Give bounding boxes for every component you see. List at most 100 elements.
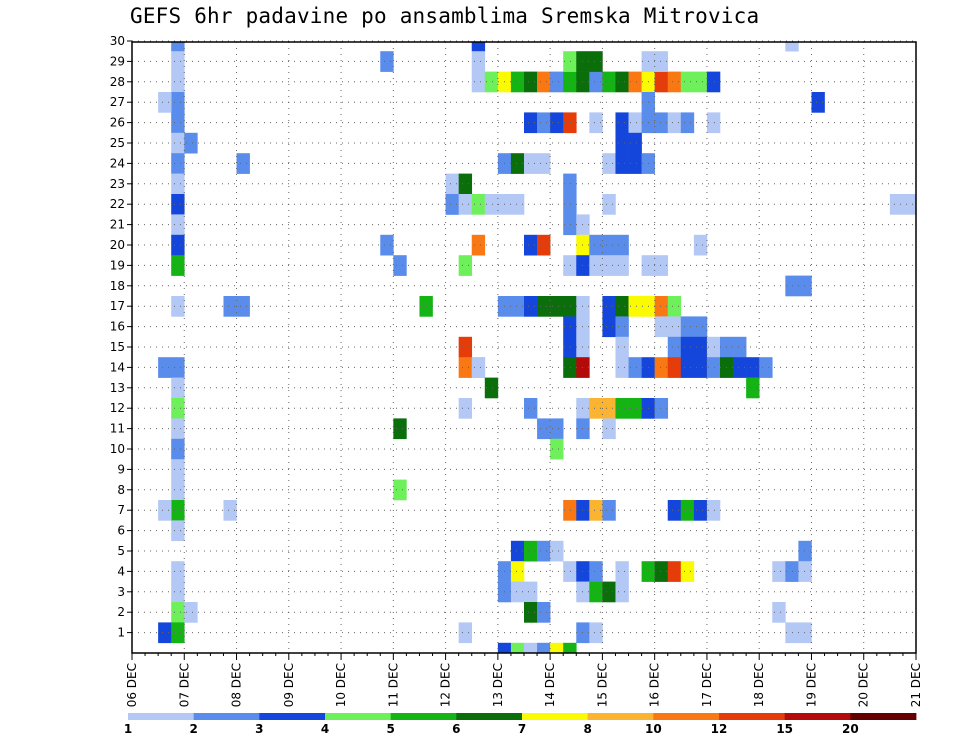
- heatmap-cell: [706, 71, 721, 93]
- heatmap-cell: [171, 418, 185, 440]
- heatmap-cell: [654, 255, 669, 276]
- heatmap-cell: [550, 296, 564, 317]
- heatmap-cell: [589, 561, 603, 582]
- heatmap-cell: [693, 234, 708, 256]
- heatmap-cell: [615, 398, 629, 419]
- heatmap-cell: [563, 51, 577, 72]
- colorbar-label: 5: [386, 722, 394, 736]
- heatmap-cell: [484, 194, 499, 215]
- heatmap-cell: [628, 132, 642, 154]
- heatmap-cell: [171, 520, 185, 542]
- heatmap-cell: [171, 214, 185, 236]
- heatmap-cell: [563, 642, 577, 654]
- heatmap-cell: [510, 194, 525, 215]
- heatmap-cell: [615, 336, 629, 358]
- heatmap-cell: [602, 581, 616, 603]
- heatmap-cell: [615, 561, 629, 582]
- heatmap-cell: [458, 357, 473, 378]
- heatmap-cell: [615, 234, 629, 256]
- heatmap-cell: [471, 71, 486, 93]
- heatmap-cell: [667, 336, 682, 358]
- heatmap-cell: [471, 42, 486, 52]
- heatmap-cell: [471, 357, 486, 378]
- heatmap-cell: [628, 112, 642, 134]
- heatmap-cell: [537, 602, 551, 623]
- chart-title: GEFS 6hr padavine po ansamblima Sremska …: [130, 4, 760, 28]
- heatmap-cell: [445, 173, 459, 195]
- heatmap-cell: [733, 357, 747, 378]
- colorbar-swatch: [587, 713, 654, 720]
- heatmap-cell: [811, 92, 825, 113]
- heatmap-cell: [667, 71, 682, 93]
- heatmap-cell: [628, 357, 642, 378]
- colorbar-label: 7: [518, 722, 526, 736]
- heatmap-cell: [615, 153, 629, 174]
- heatmap-cell: [171, 51, 185, 72]
- heatmap-cell: [184, 602, 198, 623]
- heatmap-cell: [667, 296, 682, 317]
- heatmap-cell: [667, 316, 682, 338]
- heatmap-cell: [550, 71, 564, 93]
- heatmap-cell: [785, 42, 799, 52]
- y-tick-label: 4: [117, 564, 125, 578]
- heatmap-cell: [563, 336, 577, 358]
- heatmap-cell: [471, 234, 486, 256]
- heatmap-cell: [589, 112, 603, 134]
- heatmap-cell: [772, 602, 786, 623]
- heatmap-cell: [654, 296, 669, 317]
- heatmap-cell: [171, 153, 185, 174]
- heatmap-cell: [171, 500, 185, 521]
- heatmap-cell: [706, 112, 721, 134]
- heatmap-cell: [693, 316, 708, 338]
- heatmap-cells: [158, 42, 917, 654]
- y-tick-label: 25: [110, 136, 125, 150]
- x-tick-label: 08 DEC: [230, 663, 244, 707]
- heatmap-cell: [171, 479, 185, 501]
- colorbar-label: 8: [583, 722, 591, 736]
- heatmap-cell: [615, 581, 629, 603]
- heatmap-cell: [550, 112, 564, 134]
- x-tick-label: 10 DEC: [334, 663, 348, 707]
- colorbar-swatch: [128, 713, 195, 720]
- heatmap-cell: [680, 316, 695, 338]
- x-tick-label: 19 DEC: [804, 663, 818, 707]
- y-tick-label: 14: [110, 360, 125, 374]
- heatmap-cell: [524, 581, 538, 603]
- heatmap-cell: [654, 357, 669, 378]
- heatmap-cell: [380, 51, 394, 72]
- heatmap-cell: [902, 194, 917, 215]
- heatmap-cell: [654, 71, 669, 93]
- heatmap-cell: [628, 71, 642, 93]
- heatmap-cell: [615, 316, 629, 338]
- heatmap-cell: [589, 71, 603, 93]
- heatmap-cell: [563, 296, 577, 317]
- x-tick-label: 20 DEC: [857, 663, 871, 707]
- colorbar-swatch: [850, 713, 917, 720]
- heatmap-cell: [184, 132, 198, 154]
- heatmap-cell: [158, 92, 172, 113]
- heatmap-cell: [733, 336, 747, 358]
- x-tick-label: 13 DEC: [491, 663, 505, 707]
- heatmap-cell: [380, 234, 394, 256]
- colorbar-swatch: [719, 713, 786, 720]
- heatmap-cell: [537, 418, 551, 440]
- y-tick-label: 22: [110, 197, 125, 211]
- heatmap-cell: [524, 112, 538, 134]
- colorbar-label: 1: [124, 722, 132, 736]
- heatmap-cell: [171, 459, 185, 480]
- heatmap-cell: [537, 71, 551, 93]
- x-tick-label: 11 DEC: [386, 663, 400, 707]
- x-tick-label: 07 DEC: [177, 663, 191, 707]
- heatmap-cell: [589, 500, 603, 521]
- y-tick-label: 8: [117, 483, 125, 497]
- heatmap-cell: [171, 561, 185, 582]
- y-tick-label: 21: [110, 218, 125, 232]
- colorbar-label: 12: [711, 722, 728, 736]
- heatmap-cell: [537, 153, 551, 174]
- x-tick-label: 12 DEC: [439, 663, 453, 707]
- y-tick-label: 5: [117, 544, 125, 558]
- heatmap-cell: [693, 71, 708, 93]
- heatmap-cell: [628, 153, 642, 174]
- heatmap-cell: [589, 581, 603, 603]
- y-tick-label: 16: [110, 320, 125, 334]
